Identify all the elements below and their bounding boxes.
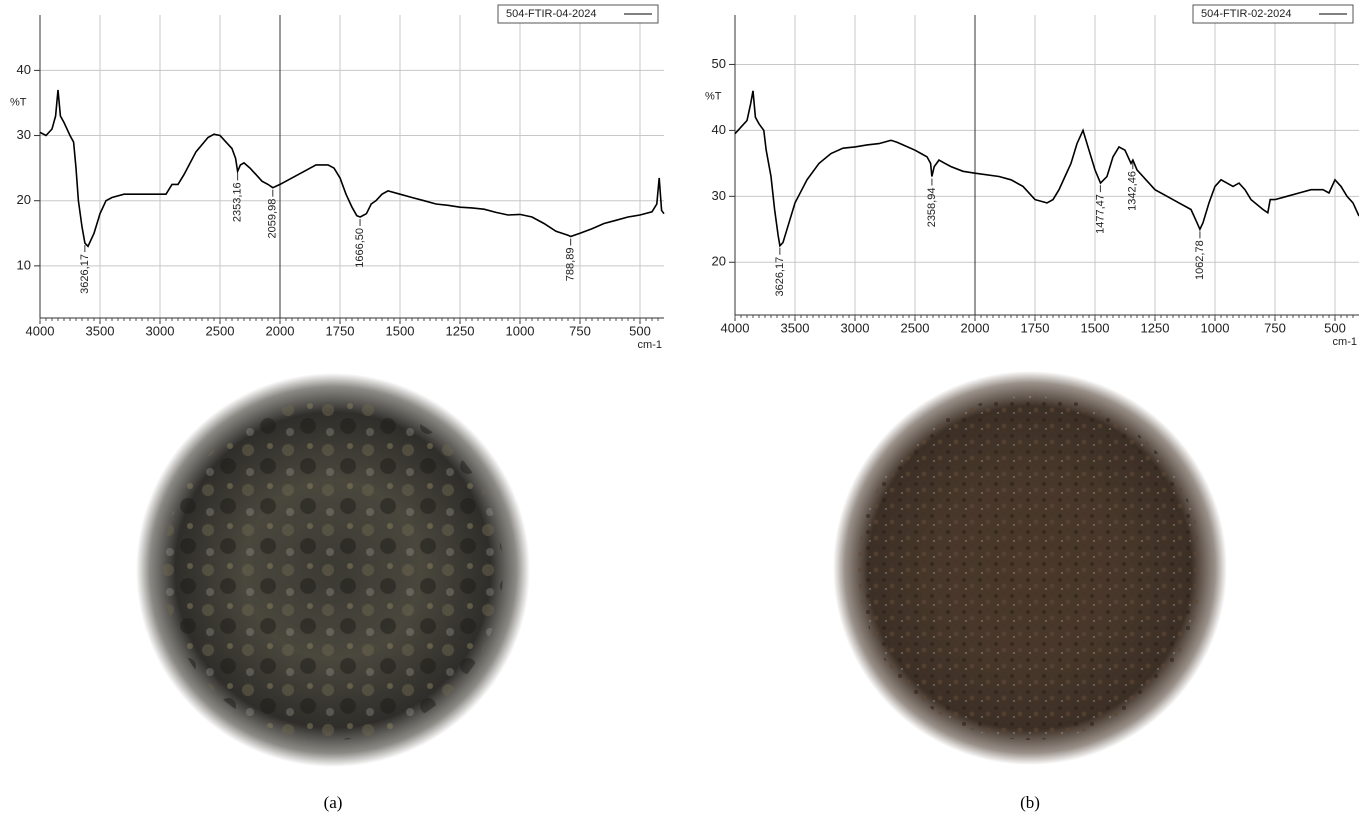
- x-tick-label: 2000: [961, 320, 990, 335]
- peak-label: 788,89: [565, 248, 577, 282]
- x-tick-label: 1500: [386, 323, 415, 338]
- y-tick-label: 40: [17, 62, 31, 77]
- caption: (b): [1020, 793, 1040, 812]
- x-tick-label: 500: [1324, 320, 1346, 335]
- peak-label: 2358,94: [926, 188, 938, 228]
- y-tick-label: 30: [712, 188, 726, 203]
- peak-label: 1666,50: [354, 228, 366, 268]
- x-tick-label: 750: [569, 323, 591, 338]
- photo-a: [136, 373, 530, 767]
- x-tick-label: 1750: [326, 323, 355, 338]
- peak-label: 1477,47: [1094, 194, 1106, 234]
- x-tick-label: 3500: [781, 320, 810, 335]
- x-tick-label: 1500: [1081, 320, 1110, 335]
- x-tick-label: 3500: [86, 323, 115, 338]
- x-tick-label: 2500: [901, 320, 930, 335]
- x-tick-label: 4000: [721, 320, 750, 335]
- peak-label: 3626,17: [774, 257, 786, 297]
- ftir-chart: 10 20 30 40 4000 3500 3000 2500 2000 1750 1500 1250…: [10, 4, 665, 812]
- y-axis-label: %T: [705, 90, 722, 102]
- x-tick-label: 3000: [146, 323, 175, 338]
- y-tick-label: 30: [17, 127, 31, 142]
- spectrum-line: [734, 90, 1359, 248]
- x-tick-label: 1000: [506, 323, 535, 338]
- x-tick-label: 2000: [266, 323, 295, 338]
- x-tick-label: 1750: [1021, 320, 1050, 335]
- x-tick-label: 750: [1264, 320, 1286, 335]
- legend-box: [497, 4, 659, 24]
- x-tick-label: 4000: [26, 323, 55, 338]
- peak-label: 2353,16: [232, 182, 244, 222]
- x-axis-label: cm-1: [1333, 336, 1357, 348]
- legend-box: [1192, 4, 1354, 24]
- spectrum-line: [39, 89, 665, 248]
- peak-label: 1342,46: [1127, 171, 1139, 211]
- x-tick-label: 1250: [1141, 320, 1170, 335]
- y-tick-label: 10: [17, 257, 31, 272]
- peak-label: 1062,78: [1194, 240, 1206, 280]
- peak-label: 2059,98: [267, 199, 279, 239]
- peak-label: 3626,17: [79, 254, 91, 294]
- y-tick-label: 50: [712, 56, 726, 71]
- x-tick-label: 3000: [841, 320, 870, 335]
- x-tick-label: 2500: [206, 323, 235, 338]
- y-tick-label: 20: [17, 192, 31, 207]
- ftir-chart: 20 30 40 50 4000 3500 3000 2500 2000 1750 1500 1250…: [705, 4, 1359, 812]
- legend-label: 504-FTIR-02-2024: [1201, 8, 1292, 20]
- x-tick-label: 500: [629, 323, 651, 338]
- x-tick-label: 1000: [1201, 320, 1230, 335]
- x-axis-label: cm-1: [638, 339, 662, 351]
- x-tick-label: 1250: [446, 323, 475, 338]
- caption: (a): [324, 793, 343, 812]
- legend-label: 504-FTIR-04-2024: [506, 8, 597, 20]
- y-tick-label: 40: [712, 122, 726, 137]
- y-tick-label: 20: [712, 254, 726, 269]
- y-axis-label: %T: [10, 96, 27, 108]
- photo-b: [833, 371, 1227, 765]
